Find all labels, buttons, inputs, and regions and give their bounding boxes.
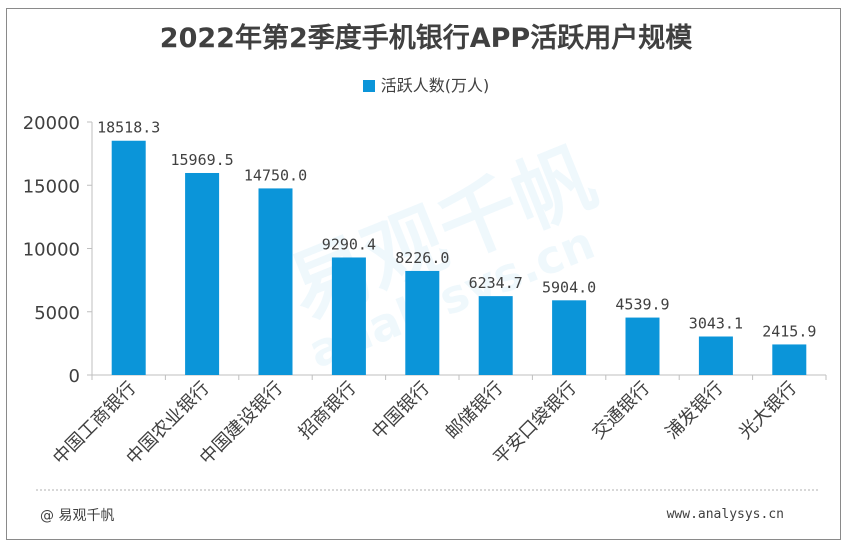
- bar: [625, 317, 660, 375]
- bar-value-label: 3043.1: [689, 315, 743, 333]
- legend-swatch: [362, 80, 375, 92]
- bar: [185, 172, 220, 375]
- bar: [698, 336, 733, 375]
- bar-value-label: 6234.7: [469, 274, 523, 292]
- bar: [772, 344, 807, 375]
- bar: [258, 188, 293, 375]
- x-category-label: 招商银行: [295, 378, 361, 444]
- y-tick-label: 10000: [23, 240, 80, 261]
- x-category-label: 交通银行: [588, 378, 654, 444]
- y-tick-label: 20000: [23, 113, 80, 134]
- y-tick-label: 15000: [23, 176, 80, 197]
- footer-url: www.analysys.cn: [666, 507, 784, 522]
- x-category-label: 光大银行: [735, 378, 801, 444]
- bar: [331, 257, 366, 375]
- bar: [478, 296, 513, 375]
- bar-value-label: 5904.0: [542, 278, 596, 296]
- bar: [405, 270, 440, 375]
- bar-value-label: 8226.0: [395, 249, 449, 267]
- y-tick-label: 0: [69, 366, 80, 387]
- legend: 活跃人数(万人): [0, 72, 852, 96]
- bar: [111, 140, 146, 375]
- bar: [552, 300, 587, 375]
- bar-value-label: 15969.5: [170, 151, 233, 169]
- x-category-label: 浦发银行: [662, 378, 728, 444]
- y-tick-label: 5000: [34, 303, 80, 324]
- bar-value-label: 4539.9: [615, 296, 669, 314]
- bar-value-label: 18518.3: [97, 119, 160, 137]
- x-category-label: 邮储银行: [441, 378, 507, 444]
- chart-title: 2022年第2季度手机银行APP活跃用户规模: [159, 23, 693, 54]
- footer-source: @ 易观千帆: [40, 508, 115, 524]
- legend-label: 活跃人数(万人): [380, 76, 490, 95]
- bar-value-label: 2415.9: [762, 322, 816, 340]
- x-category-label: 中国银行: [368, 378, 434, 444]
- bar-value-label: 14750.0: [244, 166, 307, 184]
- bar-value-label: 9290.4: [322, 235, 376, 253]
